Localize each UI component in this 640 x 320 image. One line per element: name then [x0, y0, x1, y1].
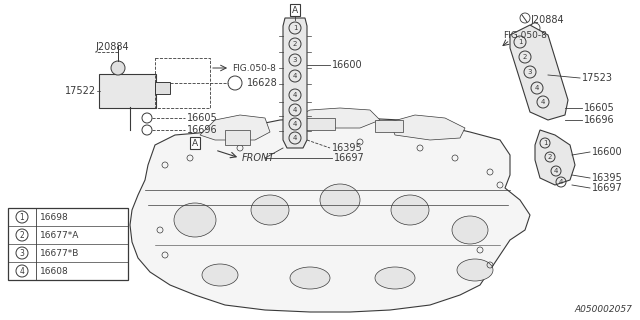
Text: 4: 4: [541, 99, 545, 105]
Text: 16698: 16698: [40, 212, 68, 221]
Text: 16395: 16395: [332, 143, 363, 153]
Text: 16677*A: 16677*A: [40, 230, 79, 239]
Text: 4: 4: [554, 168, 558, 174]
Text: 3: 3: [528, 69, 532, 75]
Text: 4: 4: [293, 121, 297, 127]
FancyBboxPatch shape: [99, 74, 156, 108]
Text: 16605: 16605: [584, 103, 615, 113]
Bar: [155, 82, 170, 94]
Text: 1: 1: [543, 140, 547, 146]
Text: 2: 2: [523, 54, 527, 60]
Text: J20884: J20884: [95, 42, 129, 52]
Text: 16697: 16697: [334, 153, 365, 163]
Text: 16395: 16395: [592, 173, 623, 183]
Text: J20884: J20884: [530, 15, 564, 25]
Text: A: A: [192, 139, 198, 148]
Ellipse shape: [320, 184, 360, 216]
Text: 1: 1: [20, 212, 24, 221]
Text: 2: 2: [20, 230, 24, 239]
Text: 16696: 16696: [187, 125, 218, 135]
Text: A: A: [292, 5, 298, 14]
Text: 16605: 16605: [187, 113, 218, 123]
Text: 4: 4: [293, 92, 297, 98]
Bar: [225, 130, 250, 145]
Ellipse shape: [391, 195, 429, 225]
Text: 16696: 16696: [584, 115, 614, 125]
Polygon shape: [290, 108, 380, 128]
Text: FIG.050-8: FIG.050-8: [503, 30, 547, 39]
Text: 16628: 16628: [247, 78, 278, 88]
Polygon shape: [390, 115, 465, 140]
Text: 4: 4: [559, 179, 563, 185]
Text: 4: 4: [20, 267, 24, 276]
Text: 4: 4: [293, 73, 297, 79]
Polygon shape: [535, 130, 575, 185]
Bar: [8, 208, 128, 280]
Ellipse shape: [290, 267, 330, 289]
Text: 3: 3: [292, 57, 297, 63]
Ellipse shape: [452, 216, 488, 244]
Text: 16600: 16600: [592, 147, 623, 157]
Polygon shape: [510, 25, 568, 120]
Text: A050002057: A050002057: [574, 305, 632, 314]
Ellipse shape: [457, 259, 493, 281]
Text: 16600: 16600: [332, 60, 363, 70]
Text: 16697: 16697: [592, 183, 623, 193]
Text: FRONT: FRONT: [242, 153, 275, 163]
Text: 2: 2: [548, 154, 552, 160]
Ellipse shape: [202, 264, 238, 286]
Text: 1: 1: [518, 39, 522, 45]
Text: FIG.050-8: FIG.050-8: [232, 63, 276, 73]
Text: 17522: 17522: [65, 86, 96, 96]
Text: 4: 4: [293, 135, 297, 141]
Bar: [305, 118, 335, 130]
Polygon shape: [283, 18, 307, 148]
Text: 1: 1: [292, 25, 297, 31]
Ellipse shape: [251, 195, 289, 225]
Bar: [375, 120, 403, 132]
Circle shape: [111, 61, 125, 75]
Text: 17523: 17523: [582, 73, 613, 83]
Text: 2: 2: [293, 41, 297, 47]
Polygon shape: [200, 115, 270, 140]
Text: 4: 4: [293, 107, 297, 113]
Ellipse shape: [174, 203, 216, 237]
Text: 16677*B: 16677*B: [40, 249, 79, 258]
Polygon shape: [130, 118, 530, 312]
Text: 16608: 16608: [40, 267, 68, 276]
Text: 4: 4: [535, 85, 539, 91]
Ellipse shape: [375, 267, 415, 289]
Text: 3: 3: [20, 249, 24, 258]
